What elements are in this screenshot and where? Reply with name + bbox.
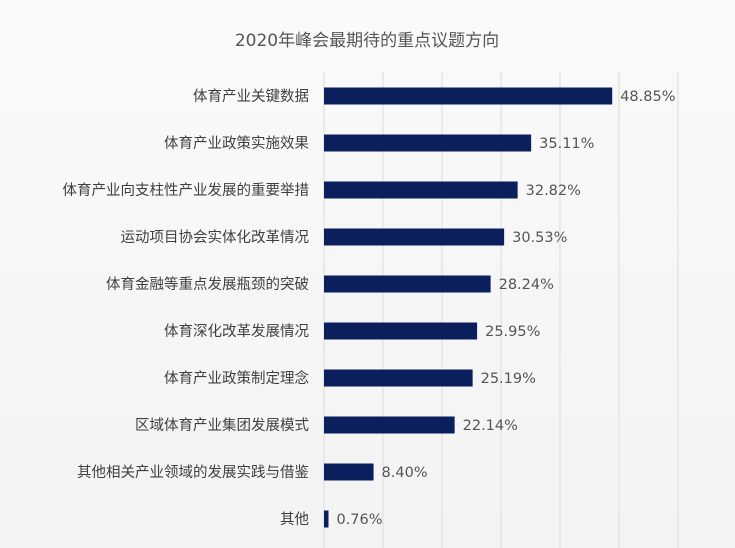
value-label: 8.40% <box>382 465 428 481</box>
category-label: 其他 <box>280 511 309 528</box>
bar <box>324 181 518 199</box>
value-label: 35.11% <box>539 136 594 152</box>
category-label: 体育产业向支柱性产业发展的重要举措 <box>63 182 310 199</box>
value-label: 32.82% <box>526 183 581 199</box>
category-label: 其他相关产业领域的发展实践与借鉴 <box>77 464 309 481</box>
category-label: 体育产业政策制定理念 <box>164 369 309 387</box>
category-label: 区域体育产业集团发展模式 <box>135 417 309 434</box>
bar <box>324 510 329 528</box>
value-label: 30.53% <box>512 230 567 246</box>
bars <box>324 87 613 528</box>
labels: 体育产业关键数据 48.85% 体育产业政策实施效果 35.11% 体育产业向支柱性产业… <box>63 88 676 528</box>
category-label: 体育金融等重点发展瓶颈的突破 <box>106 275 309 293</box>
bar <box>324 463 374 481</box>
value-label: 28.24% <box>499 277 554 293</box>
category-label: 体育产业关键数据 <box>193 88 309 105</box>
value-label: 25.19% <box>481 371 536 387</box>
value-label: 25.95% <box>485 324 540 340</box>
value-label: 22.14% <box>463 418 518 434</box>
bar <box>324 416 455 434</box>
chart-title: 2020年峰会最期待的重点议题方向 <box>235 31 499 51</box>
bar <box>324 275 491 293</box>
category-label: 体育深化改革发展情况 <box>164 323 309 340</box>
bar <box>324 369 473 387</box>
bar <box>324 228 505 246</box>
value-label: 0.76% <box>336 512 382 528</box>
category-label: 运动项目协会实体化改革情况 <box>121 229 310 246</box>
bar <box>324 322 478 340</box>
value-label: 48.85% <box>620 89 675 105</box>
bar <box>324 134 532 152</box>
bar <box>324 87 613 105</box>
category-label: 体育产业政策实施效果 <box>164 135 309 152</box>
